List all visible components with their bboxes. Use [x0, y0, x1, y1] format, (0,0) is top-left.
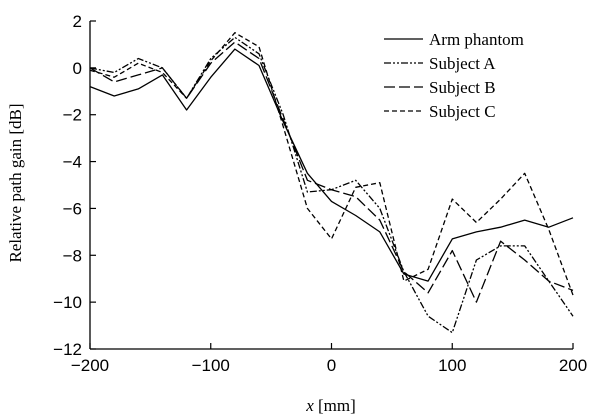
tick-labels: 2 0 −2 −4 −6 −8 −10 −12−200 −100 0 100 200: [53, 12, 587, 375]
y-tick-label: −6: [63, 199, 82, 218]
plot-lines: [89, 32, 574, 334]
axes: [89, 20, 574, 350]
series-line-4: [89, 32, 574, 296]
series-line-1: [89, 48, 574, 282]
x-tick-label: 0: [327, 356, 336, 375]
y-tick-label: 2: [73, 12, 82, 31]
x-axis-variable: x: [305, 396, 314, 415]
y-tick-label: 0: [73, 59, 82, 78]
x-axis-title: x [mm]: [305, 396, 356, 415]
x-tick-label: −100: [192, 356, 230, 375]
y-tick-label: −2: [63, 106, 82, 125]
legend-label-1: Arm phantom: [429, 30, 524, 49]
series-line-3: [89, 41, 574, 303]
y-axis-title: Relative path gain [dB]: [6, 103, 25, 262]
y-tick-label: −8: [63, 246, 82, 265]
legend-label-2: Subject A: [429, 54, 496, 73]
x-axis-unit: [mm]: [314, 396, 356, 415]
y-tick-label: −10: [53, 293, 82, 312]
series-line-2: [89, 36, 574, 334]
legend: Arm phantom Subject A Subject B Subject C: [384, 30, 524, 121]
x-tick-label: 200: [559, 356, 587, 375]
x-tick-label: −200: [71, 356, 109, 375]
x-tick-label: 100: [438, 356, 466, 375]
legend-label-4: Subject C: [429, 102, 496, 121]
y-tick-label: −12: [53, 340, 82, 359]
y-tick-label: −4: [63, 153, 82, 172]
legend-label-3: Subject B: [429, 78, 496, 97]
